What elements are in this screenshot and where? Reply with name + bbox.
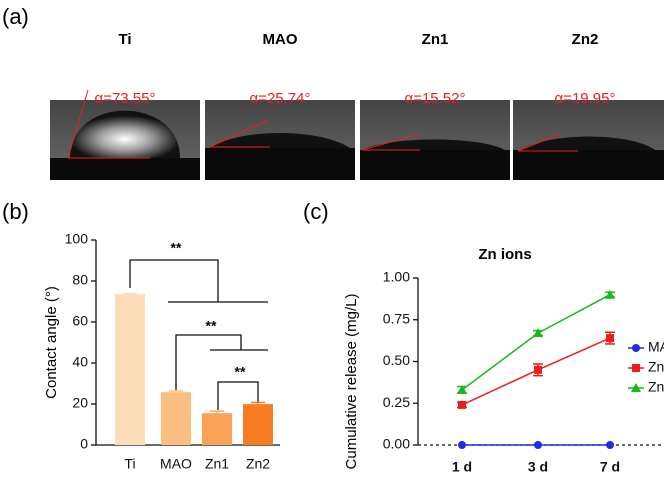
x-tick-label: 7 d (600, 459, 620, 475)
y-tick-label: 0.25 (383, 394, 410, 410)
marker (605, 289, 615, 299)
significance: ** (235, 364, 246, 380)
x-tick-label: MAO (160, 456, 192, 472)
chart-title: Zn ions (478, 246, 531, 263)
x-tick-label: Zn2 (246, 456, 270, 472)
y-tick-label: 0.75 (383, 310, 410, 326)
marker (534, 365, 542, 374)
legend-label: MAO (648, 339, 664, 355)
marker (458, 441, 466, 449)
marker (458, 400, 466, 409)
droplet-images (50, 89, 664, 180)
bar (202, 413, 232, 445)
marker (533, 328, 543, 338)
bar (115, 294, 145, 445)
legend-label: Zn2 (648, 379, 664, 395)
panel-label: (c) (303, 199, 329, 224)
panel-label: (b) (2, 199, 29, 224)
sample-label: Ti (118, 31, 131, 48)
x-tick-label: 3 d (528, 459, 548, 475)
y-tick-label: 0.00 (383, 436, 410, 452)
y-axis-label: Contact angle (°) (43, 286, 60, 399)
significance: ** (171, 240, 182, 256)
x-tick-label: Zn1 (205, 456, 229, 472)
marker (606, 441, 614, 449)
marker (606, 334, 614, 343)
marker (632, 344, 640, 352)
y-axis-label: Cumulative release (mg/L) (343, 294, 360, 470)
y-tick-label: 40 (72, 354, 88, 370)
x-tick-label: Ti (124, 456, 135, 472)
contact-angle-label: α=73.55° (95, 90, 156, 107)
sample-label: Zn1 (422, 31, 449, 48)
x-tick-label: 1 d (452, 459, 472, 475)
y-tick-label: 80 (72, 272, 88, 288)
significance: ** (206, 318, 217, 334)
sample-label: Zn2 (572, 31, 599, 48)
y-tick-label: 100 (65, 231, 89, 247)
bar (161, 392, 191, 445)
contact-angle-label: α=25.74° (250, 90, 311, 107)
marker (632, 364, 640, 372)
legend-label: Zn1 (648, 359, 664, 375)
y-tick-label: 60 (72, 313, 88, 329)
y-tick-label: 20 (72, 395, 88, 411)
contact-angle-label: α=15.52° (405, 90, 466, 107)
panel-label: (a) (2, 4, 29, 29)
marker (534, 441, 542, 449)
y-tick-label: 0 (80, 436, 88, 452)
y-tick-label: 0.50 (383, 352, 410, 368)
y-tick-label: 1.00 (383, 269, 410, 285)
significance-brackets (129, 259, 268, 410)
marker (457, 384, 467, 394)
sample-label: MAO (263, 31, 298, 48)
contact-angle-label: α=19.95° (555, 90, 616, 107)
bar (243, 404, 273, 445)
marker (631, 383, 641, 392)
